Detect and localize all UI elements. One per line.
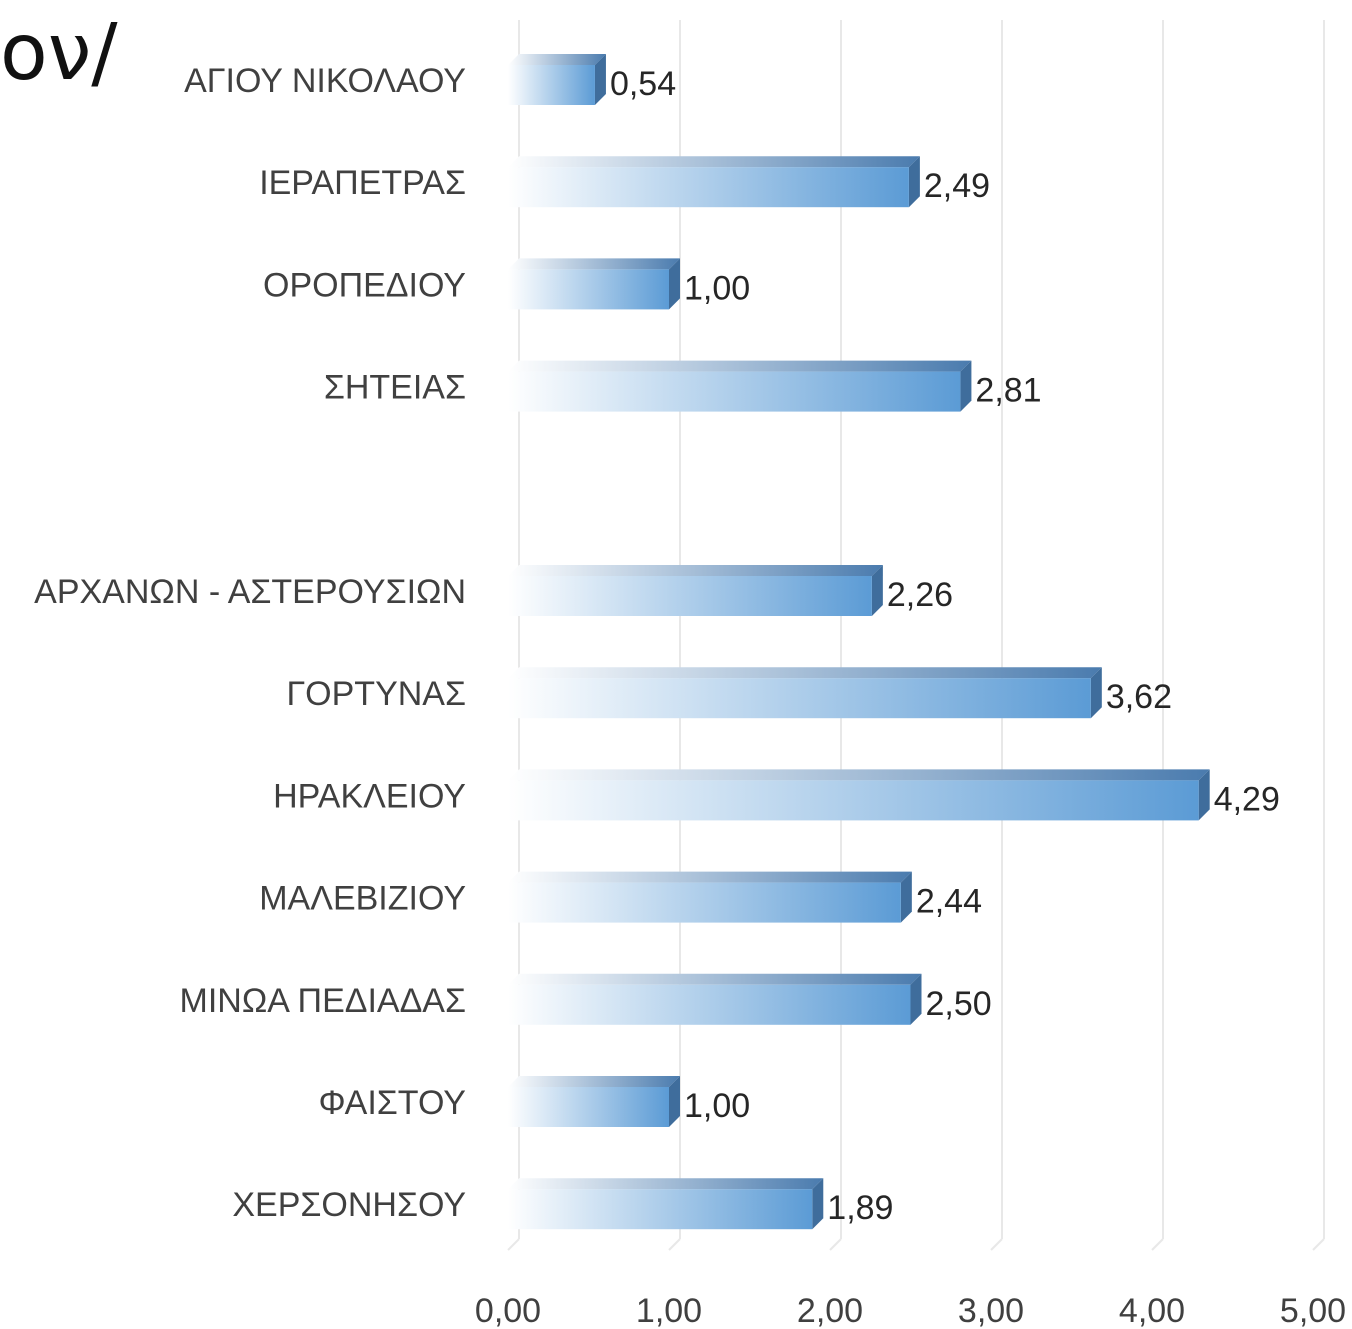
bar-side-face — [669, 1076, 680, 1127]
labels-layer: 0,00 1,00 2,00 3,00 4,00 5,00 ΑΓΙΟΥ ΝΙΚΟΛΑΟΥ 0,… — [34, 62, 1346, 1329]
bar-top-face — [508, 769, 1210, 781]
bar-side-face — [908, 156, 920, 208]
bar — [508, 1076, 680, 1127]
gridline — [829, 1238, 842, 1251]
bar-side-face — [1198, 769, 1210, 821]
bar — [508, 156, 920, 208]
bar-front-face — [508, 65, 595, 105]
bar-side-face — [910, 973, 922, 1025]
bar-front-face — [508, 1189, 813, 1230]
value-label: 3,62 — [1106, 678, 1172, 716]
bar — [508, 1178, 824, 1230]
bar-side-face — [594, 54, 606, 105]
bar-top-face — [508, 973, 922, 985]
bar-top-face — [508, 1178, 824, 1190]
category-label: ΑΡΧΑΝΩΝ - ΑΣΤΕΡΟΥΣΙΩΝ — [34, 573, 466, 611]
gridline — [1312, 1238, 1325, 1251]
bar — [508, 54, 606, 105]
value-label: 2,44 — [916, 883, 982, 921]
category-label: ΟΡΟΠΕΔΙΟΥ — [263, 266, 466, 304]
bar-side-face — [960, 360, 972, 412]
category-label: ΜΑΛΕΒΙΖΙΟΥ — [259, 880, 466, 918]
bar — [508, 360, 972, 412]
value-label: 4,29 — [1214, 780, 1280, 818]
bar — [508, 565, 883, 616]
bar-side-face — [812, 1178, 824, 1230]
bar-top-face — [508, 156, 920, 168]
bar-front-face — [508, 780, 1199, 821]
bar-front-face — [508, 678, 1091, 719]
bar-front-face — [508, 1087, 669, 1127]
gridline — [1151, 1238, 1164, 1251]
gridline — [507, 1238, 520, 1251]
bar-top-face — [508, 258, 680, 270]
gridline — [668, 1238, 681, 1251]
x-tick-label: 5,00 — [1280, 1292, 1346, 1329]
category-label: ΧΕΡΣΟΝΗΣΟΥ — [232, 1186, 466, 1224]
x-tick-label: 0,00 — [475, 1292, 541, 1329]
value-label: 1,00 — [684, 1087, 750, 1125]
value-label: 2,26 — [887, 576, 953, 614]
value-label: 2,81 — [975, 372, 1041, 410]
category-label: ΙΕΡΑΠΕΤΡΑΣ — [259, 164, 466, 202]
bar-side-face — [669, 258, 680, 310]
bar-top-face — [508, 54, 606, 65]
value-label: 0,54 — [610, 65, 676, 103]
bar — [508, 769, 1210, 821]
bar — [508, 973, 922, 1025]
bar-front-face — [508, 882, 901, 923]
bar-front-face — [508, 167, 909, 208]
bar-side-face — [871, 565, 883, 616]
bar-side-face — [900, 871, 912, 923]
category-label: ΓΟΡΤΥΝΑΣ — [286, 675, 466, 713]
bar — [508, 258, 680, 310]
bar-front-face — [508, 371, 961, 412]
gridline — [990, 1238, 1003, 1251]
bar-front-face — [508, 984, 911, 1025]
slide-title-fragment: ον/ — [0, 8, 118, 98]
value-label: 1,00 — [684, 269, 750, 307]
bar-top-face — [508, 871, 912, 883]
category-label: ΣΗΤΕΙΑΣ — [324, 369, 466, 407]
bars-layer — [508, 54, 1210, 1230]
bar-top-face — [508, 565, 883, 576]
bar-side-face — [1090, 667, 1102, 719]
category-label: ΑΓΙΟΥ ΝΙΚΟΛΑΟΥ — [184, 62, 466, 100]
category-label: ΗΡΑΚΛΕΙΟΥ — [273, 777, 466, 815]
bar-top-face — [508, 1076, 680, 1087]
x-tick-label: 2,00 — [797, 1292, 863, 1329]
bar — [508, 667, 1102, 719]
x-tick-label: 3,00 — [958, 1292, 1024, 1329]
bar-top-face — [508, 667, 1102, 679]
value-label: 2,50 — [926, 985, 992, 1023]
category-label: ΦΑΙΣΤΟΥ — [319, 1084, 466, 1122]
value-label: 2,49 — [924, 167, 990, 205]
category-label: ΜΙΝΩΑ ΠΕΔΙΑΔΑΣ — [180, 982, 466, 1020]
bar-front-face — [508, 576, 872, 616]
bar-top-face — [508, 360, 972, 372]
x-tick-label: 1,00 — [636, 1292, 702, 1329]
bar — [508, 871, 912, 923]
x-tick-label: 4,00 — [1119, 1292, 1185, 1329]
bar-front-face — [508, 269, 669, 310]
value-label: 1,89 — [827, 1189, 893, 1227]
grid-layer — [507, 20, 1325, 1251]
